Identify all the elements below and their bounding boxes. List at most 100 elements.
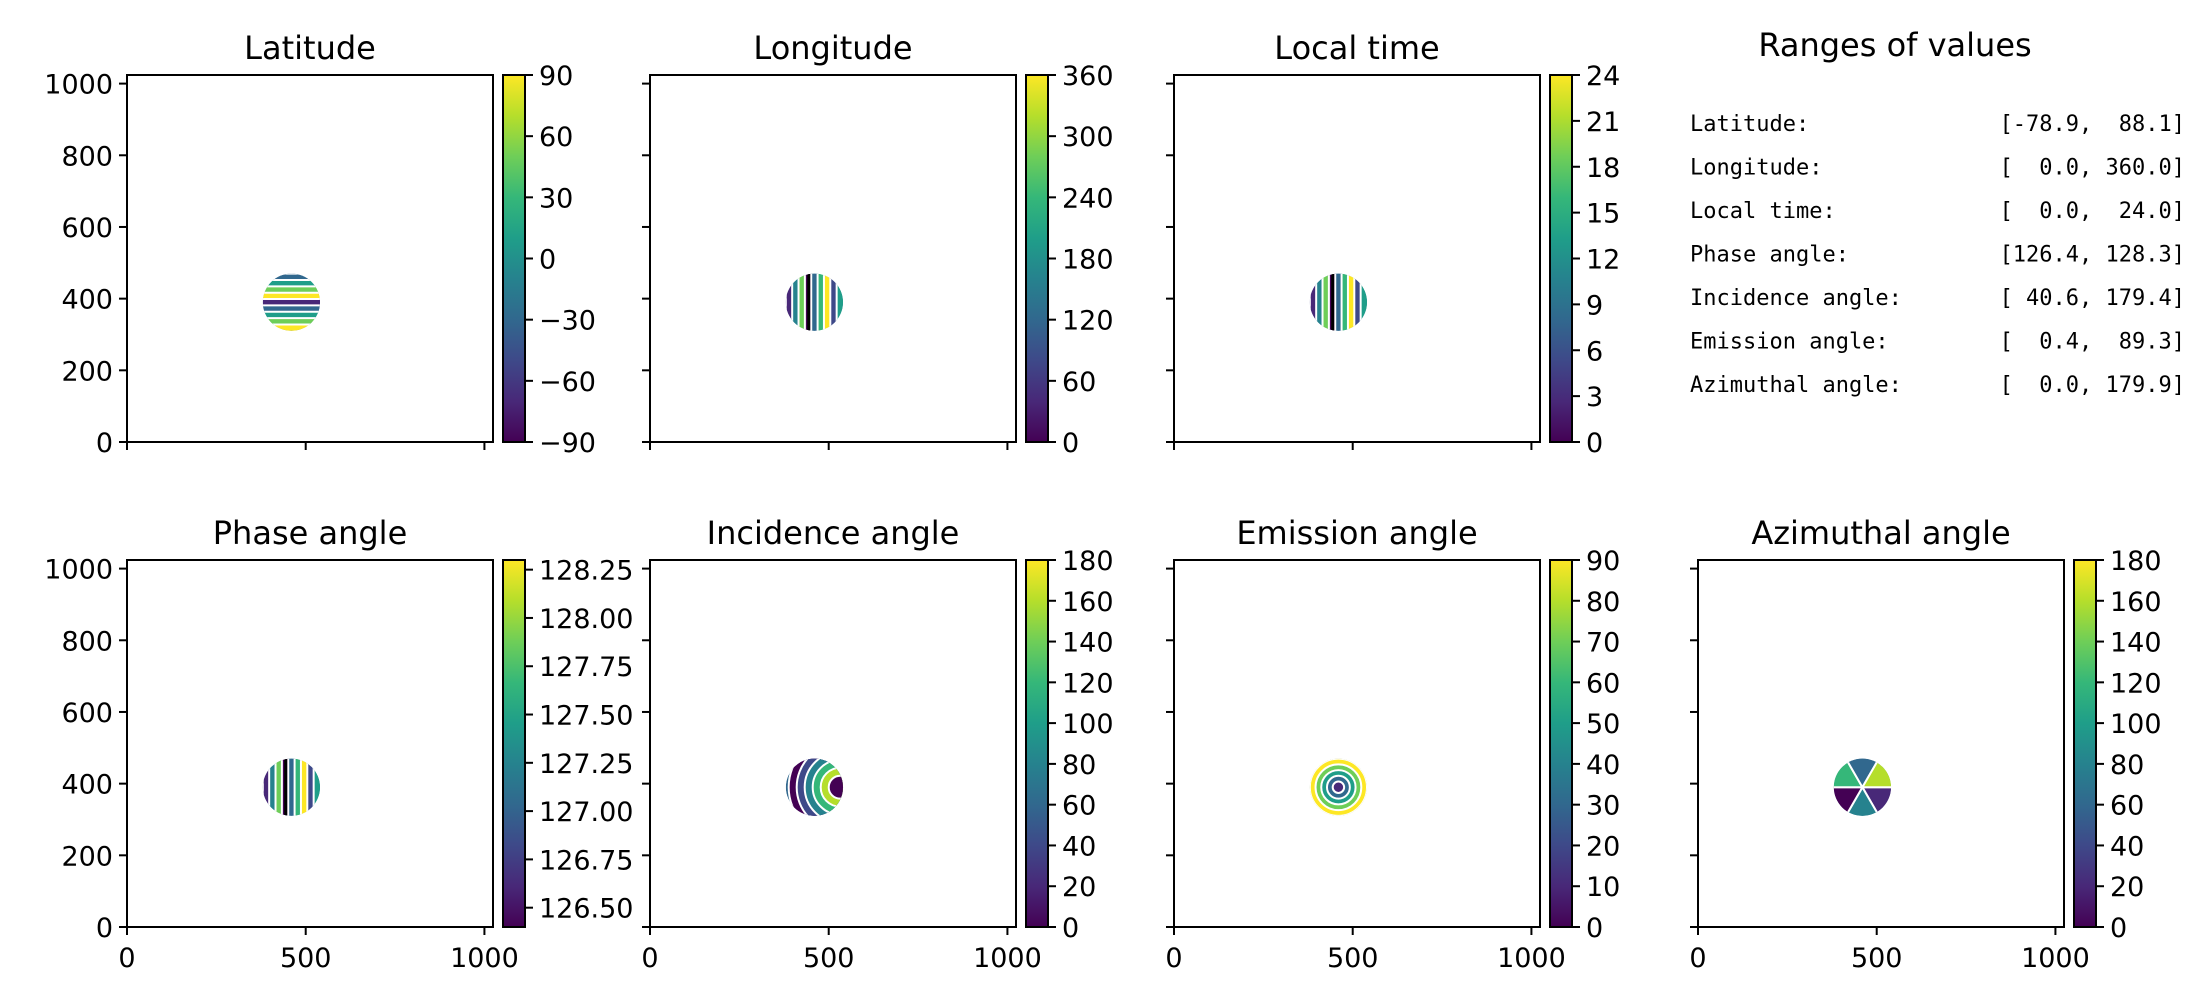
y-tick-label: 600	[61, 213, 113, 244]
colorbar-tick-label: 60	[539, 122, 573, 153]
colorbar-tick-label: −30	[539, 306, 596, 337]
x-tick-label: 1000	[2021, 943, 2090, 974]
colorbar-tick-label: 120	[1062, 306, 1114, 337]
colorbar-tick-label: 0	[1062, 913, 1079, 944]
colorbar-tick-label: 300	[1062, 122, 1114, 153]
colorbar-tick-label: 60	[1586, 668, 1620, 699]
panel-title: Incidence angle	[707, 514, 960, 552]
range-value: [ 0.0, 24.0]	[2000, 199, 2185, 224]
colorbar-tick-label: 3	[1586, 382, 1603, 413]
planet-disk	[262, 758, 321, 816]
colorbar-tick-label: 180	[1062, 245, 1114, 276]
colorbar-tick-label: 100	[2110, 709, 2162, 740]
panel-emission-angle: Emission angle 0 500 1000 0 10 20 30 40 50 60 70 80 9…	[1165, 514, 1620, 974]
panel-incidence-angle: Incidence angle 0 500 1000 0 20 40 60 80 100 120 14…	[641, 514, 1113, 974]
colorbar-tick-label: 180	[2110, 546, 2162, 577]
panel-title: Local time	[1274, 29, 1439, 67]
panel-title: Longitude	[753, 29, 912, 67]
y-tick-label: 200	[61, 841, 113, 872]
axes-frame	[126, 559, 494, 928]
x-tick-label: 0	[1689, 943, 1706, 974]
colorbar: −90 −60 −30 0 30 60 90	[502, 61, 596, 459]
colorbar-tick-label: 18	[1586, 153, 1620, 184]
colorbar-tick-label: 360	[1062, 61, 1114, 92]
colorbar-tick-label: 128.25	[539, 556, 633, 587]
colorbar-tick-label: 0	[2110, 913, 2127, 944]
ranges-panel: Ranges of values Latitude: [-78.9, 88.1] L…	[1690, 26, 2185, 398]
range-label: Local time:	[1690, 199, 1836, 224]
colorbar-tick-label: 12	[1586, 245, 1620, 276]
colorbar-tick-label: 127.50	[539, 701, 633, 732]
colorbar-tick-label: 20	[1062, 872, 1096, 903]
colorbar-tick-label: 10	[1586, 872, 1620, 903]
colorbar-tick-label: 160	[1062, 587, 1114, 618]
axes-frame	[1173, 559, 1541, 928]
colorbar-tick-label: 126.50	[539, 894, 633, 925]
y-tick-label: 400	[61, 770, 113, 801]
colorbar-gradient	[1025, 559, 1049, 928]
colorbar-tick-label: 60	[1062, 791, 1096, 822]
colorbar: 0 60 120 180 240 300 360	[1025, 61, 1114, 459]
planet-disk	[1309, 758, 1368, 816]
range-label: Phase angle:	[1690, 243, 1849, 268]
colorbar-tick-label: 50	[1586, 709, 1620, 740]
colorbar-tick-label: 160	[2110, 587, 2162, 618]
colorbar-tick-label: 128.00	[539, 604, 633, 635]
colorbar-gradient	[502, 74, 526, 443]
x-tick-label: 500	[1851, 943, 1903, 974]
colorbar-tick-label: 40	[1062, 831, 1096, 862]
x-tick-label: 1000	[973, 943, 1042, 974]
colorbar-tick-label: 126.75	[539, 845, 633, 876]
colorbar-tick-label: 140	[1062, 628, 1114, 659]
colorbar: 0 20 40 60 80 100 120 140 160 180	[1025, 546, 1114, 944]
colorbar-tick-label: 24	[1586, 61, 1620, 92]
colorbar-tick-label: 90	[1586, 546, 1620, 577]
colorbar-tick-label: 240	[1062, 183, 1114, 214]
panel-local-time: Local time 0 3 6 9 12 15 18 21 24	[1166, 29, 1620, 459]
colorbar-tick-label: 40	[1586, 750, 1620, 781]
colorbar-tick-label: 0	[1586, 913, 1603, 944]
range-value: [ 0.4, 89.3]	[2000, 330, 2185, 355]
planet-disk	[262, 273, 321, 331]
colorbar-tick-label: 60	[2110, 791, 2144, 822]
panel-longitude: Longitude 0 60 120 180 240 300 360	[642, 29, 1114, 459]
colorbar-tick-label: 90	[539, 61, 573, 92]
axes-frame	[1697, 559, 2065, 928]
colorbar-tick-label: 80	[2110, 750, 2144, 781]
range-label: Longitude:	[1690, 156, 1822, 181]
range-value: [ 0.0, 360.0]	[2000, 156, 2185, 181]
colorbar-tick-label: 0	[539, 245, 556, 276]
y-tick-label: 800	[61, 626, 113, 657]
colorbar: 0 3 6 9 12 15 18 21 24	[1549, 61, 1620, 459]
panel-latitude: Latitude 0 200 400 600 800 1000 −90 −60 −30 0 30 60 9…	[44, 29, 596, 459]
colorbar-gradient	[502, 559, 526, 928]
colorbar-tick-label: 127.25	[539, 749, 633, 780]
colorbar-tick-label: 30	[539, 183, 573, 214]
x-tick-label: 500	[1327, 943, 1379, 974]
colorbar-tick-label: 120	[1062, 668, 1114, 699]
y-tick-label: 400	[61, 285, 113, 316]
y-tick-label: 0	[96, 428, 113, 459]
colorbar: 0 10 20 30 40 50 60 70 80 90	[1549, 546, 1620, 944]
y-tick-label: 800	[61, 141, 113, 172]
range-label: Emission angle:	[1690, 330, 1889, 355]
x-tick-label: 500	[280, 943, 332, 974]
x-tick-label: 1000	[450, 943, 519, 974]
colorbar-tick-label: 127.00	[539, 797, 633, 828]
colorbar-tick-label: 20	[2110, 872, 2144, 903]
colorbar-tick-label: 180	[1062, 546, 1114, 577]
planet-disk	[1309, 273, 1368, 331]
colorbar-tick-label: 6	[1586, 336, 1603, 367]
colorbar-tick-label: −60	[539, 367, 596, 398]
axes-frame	[649, 559, 1017, 928]
colorbar-tick-label: 15	[1586, 199, 1620, 230]
colorbar-tick-label: 70	[1586, 628, 1620, 659]
colorbar: 0 20 40 60 80 100 120 140 160 180	[2073, 546, 2162, 944]
panel-phase-angle: Phase angle 0 200 400 600 800 1000 0 500 1000 126.…	[44, 514, 633, 974]
panel-azimuthal-angle: Azimuthal angle 0 500 1000 0 20 40 60 80 100 120 14…	[1689, 514, 2161, 974]
axes-frame	[649, 74, 1017, 443]
colorbar-gradient	[1025, 74, 1049, 443]
x-tick-label: 0	[641, 943, 658, 974]
y-tick-label: 0	[96, 913, 113, 944]
colorbar-tick-label: 0	[1586, 428, 1603, 459]
